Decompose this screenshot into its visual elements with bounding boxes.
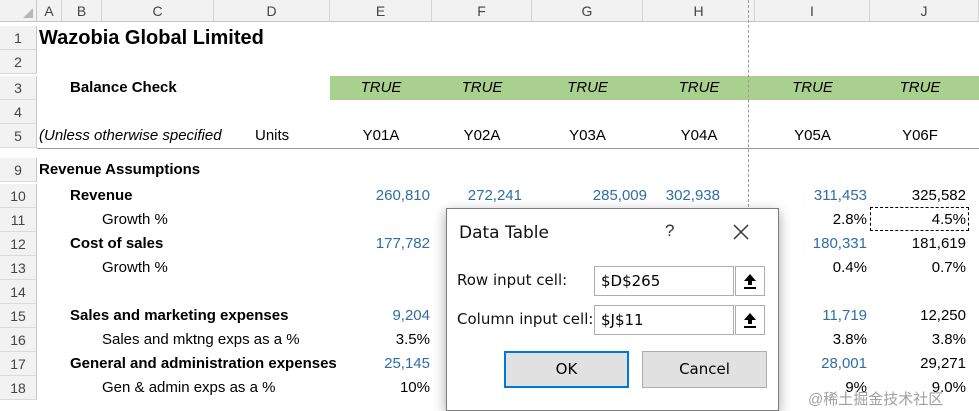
balance-check-band [330, 76, 979, 100]
revenue-h[interactable]: 302,938 [665, 187, 720, 204]
row-input-ref-button[interactable] [735, 266, 765, 296]
sales-mktng-pct-j[interactable]: 3.8% [931, 331, 966, 348]
page-break-line [748, 0, 749, 411]
section-heading[interactable]: Revenue Assumptions [39, 161, 201, 178]
column-header-d[interactable]: D [214, 0, 330, 22]
close-icon [733, 224, 749, 240]
row-header[interactable]: 16 [0, 328, 37, 352]
row-header[interactable]: 9 [0, 158, 37, 182]
row-input-field[interactable]: $D$265 [594, 266, 734, 296]
cost-of-sales-label[interactable]: Cost of sales [70, 235, 164, 252]
balance-value[interactable]: TRUE [567, 79, 608, 96]
column-header-c[interactable]: C [102, 0, 214, 22]
help-button[interactable]: ? [665, 221, 675, 240]
sales-mktng-pct-i[interactable]: 3.8% [832, 331, 867, 348]
cost-of-sales-j[interactable]: 181,619 [911, 235, 966, 252]
column-header-i[interactable]: I [755, 0, 870, 22]
column-header-f[interactable]: F [432, 0, 532, 22]
row-header[interactable]: 13 [0, 256, 37, 280]
units-label[interactable]: Units [255, 127, 290, 144]
cost-of-sales-e[interactable]: 177,782 [375, 235, 430, 252]
column-header-j[interactable]: J [870, 0, 979, 22]
growth-i[interactable]: 2.8% [832, 211, 867, 228]
column-header-a[interactable]: A [37, 0, 62, 22]
revenue-i[interactable]: 311,453 [813, 187, 867, 204]
data-table-dialog: Data Table ? Row input cell: $D$265 Colu… [446, 208, 779, 411]
row-header[interactable]: 18 [0, 376, 37, 400]
ok-button[interactable]: OK [504, 351, 629, 388]
growth-j[interactable]: 0.7% [931, 259, 966, 276]
growth-label[interactable]: Growth % [102, 259, 168, 276]
gen-admin-pct-j[interactable]: 9.0% [931, 379, 966, 396]
revenue-g[interactable]: 285,009 [592, 187, 647, 204]
column-input-ref-button[interactable] [735, 305, 765, 335]
sales-marketing-j[interactable]: 12,250 [920, 307, 966, 324]
revenue-j[interactable]: 325,582 [911, 187, 966, 204]
gen-admin-pct-label[interactable]: Gen & admin exps as a % [102, 379, 276, 396]
sales-marketing-i[interactable]: 11,719 [822, 307, 867, 324]
column-header-g[interactable]: G [532, 0, 643, 22]
balance-value[interactable]: TRUE [360, 79, 402, 96]
column-header-b[interactable]: B [62, 0, 102, 22]
balance-check-label[interactable]: Balance Check [70, 79, 177, 96]
row-header[interactable]: 1 [0, 26, 37, 50]
selected-cell-marquee [870, 207, 969, 231]
gen-admin-i[interactable]: 28,001 [821, 355, 867, 372]
revenue-f[interactable]: 272,241 [467, 187, 522, 204]
gen-admin-e[interactable]: 25,145 [384, 355, 430, 372]
row-header[interactable]: 4 [0, 100, 37, 124]
sales-marketing-e[interactable]: 9,204 [392, 307, 430, 324]
units-underline [37, 148, 979, 149]
gen-admin-label[interactable]: General and administration expenses [70, 355, 337, 372]
cost-of-sales-i[interactable]: 180,331 [812, 235, 867, 252]
growth-j[interactable]: 4.5% [931, 211, 966, 228]
gen-admin-pct-i[interactable]: 9% [845, 379, 867, 396]
balance-value[interactable]: TRUE [461, 79, 503, 96]
balance-value[interactable]: TRUE [899, 79, 941, 96]
collapse-dialog-icon [744, 274, 756, 289]
row-header[interactable]: 15 [0, 304, 37, 328]
row-header[interactable]: 3 [0, 76, 37, 100]
revenue-e[interactable]: 260,810 [375, 187, 430, 204]
cancel-button[interactable]: Cancel [642, 351, 767, 388]
sales-mktng-pct-label[interactable]: Sales and mktng exps as a % [102, 331, 300, 348]
row-header[interactable]: 10 [0, 184, 37, 208]
sales-mktng-pct-e[interactable]: 3.5% [395, 331, 430, 348]
balance-value[interactable]: TRUE [678, 79, 720, 96]
row-header[interactable]: 11 [0, 208, 37, 232]
dialog-title: Data Table [459, 223, 549, 243]
row-header[interactable]: 17 [0, 352, 37, 376]
row-header[interactable]: 2 [0, 50, 37, 74]
growth-label[interactable]: Growth % [102, 211, 168, 228]
year-header[interactable]: Y02A [463, 127, 501, 144]
sales-marketing-label[interactable]: Sales and marketing expenses [70, 307, 289, 324]
year-header[interactable]: Y06F [902, 127, 938, 144]
gen-admin-pct-e[interactable]: 10% [399, 379, 430, 396]
column-header-h[interactable]: H [643, 0, 755, 22]
watermark: @稀土掘金技术社区 [808, 391, 944, 408]
column-input-label: Column input cell: [457, 310, 594, 328]
row-header[interactable]: 5 [0, 124, 37, 148]
units-note[interactable]: (Unless otherwise specified [39, 127, 222, 144]
close-button[interactable] [730, 221, 752, 243]
growth-i[interactable]: 0.4% [832, 259, 867, 276]
year-header[interactable]: Y03A [569, 127, 606, 144]
row-header[interactable]: 14 [0, 280, 37, 304]
collapse-dialog-icon [744, 313, 756, 328]
year-header[interactable]: Y01A [362, 127, 400, 144]
revenue-label[interactable]: Revenue [70, 187, 133, 204]
column-header-e[interactable]: E [330, 0, 432, 22]
year-header[interactable]: Y05A [794, 127, 831, 144]
sheet-title[interactable]: Wazobia Global Limited [39, 27, 264, 49]
row-header[interactable]: 12 [0, 232, 37, 256]
gen-admin-j[interactable]: 29,271 [920, 355, 966, 372]
row-input-label: Row input cell: [457, 271, 568, 289]
year-header[interactable]: Y04A [680, 127, 718, 144]
column-input-field[interactable]: $J$11 [594, 305, 734, 335]
select-all-corner[interactable] [0, 0, 37, 22]
balance-value[interactable]: TRUE [792, 79, 833, 96]
